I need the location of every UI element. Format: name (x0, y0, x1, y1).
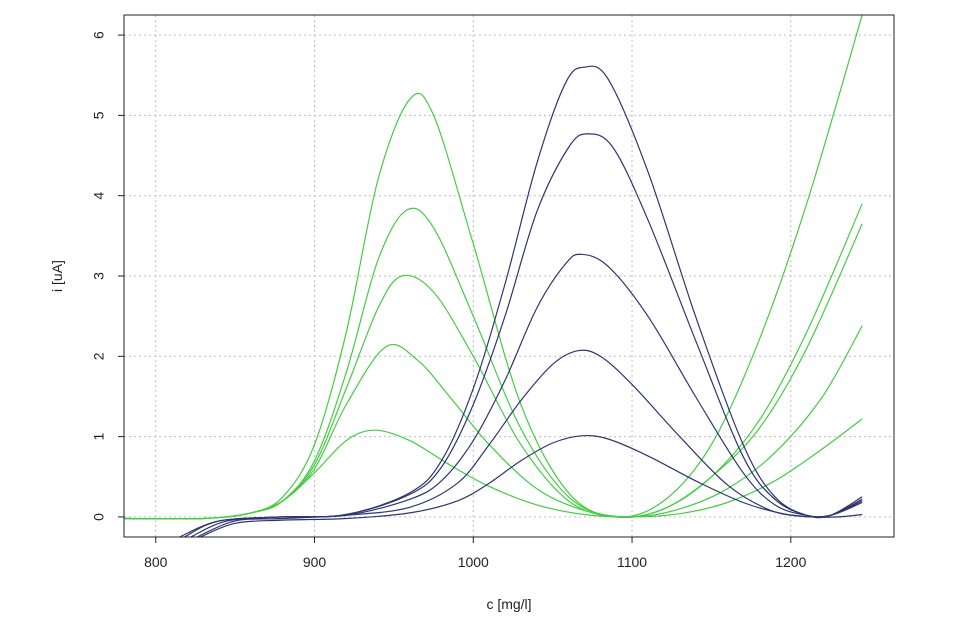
x-tick-label: 800 (144, 554, 168, 570)
y-tick-label: 2 (91, 352, 107, 360)
y-tick-label: 1 (91, 433, 107, 441)
series-line-green-1 (124, 15, 863, 520)
series-line-green-5 (124, 418, 863, 520)
series-line-green-3 (124, 223, 863, 520)
series-lines (124, 15, 863, 537)
y-tick-label: 0 (91, 513, 107, 521)
y-tick-label: 5 (91, 111, 107, 119)
series-line-navy-9 (196, 349, 863, 537)
x-tick-label: 1100 (617, 554, 647, 570)
y-tick-label: 3 (91, 272, 107, 280)
axes: 800 900 1000 1100 1200 0 1 2 3 4 5 6 (91, 31, 807, 570)
x-tick-label: 1200 (775, 554, 806, 570)
grid (124, 15, 894, 537)
y-tick-label: 6 (91, 31, 107, 39)
series-line-green-4 (124, 325, 863, 520)
y-axis-title: i [uA] (49, 260, 65, 292)
y-tick-label: 4 (91, 192, 107, 200)
x-tick-label: 900 (303, 554, 327, 570)
series-line-navy-7 (184, 133, 863, 537)
x-axis-title: c [mg/l] (486, 596, 531, 612)
x-tick-label: 1000 (458, 554, 489, 570)
series-line-navy-10 (199, 434, 863, 537)
